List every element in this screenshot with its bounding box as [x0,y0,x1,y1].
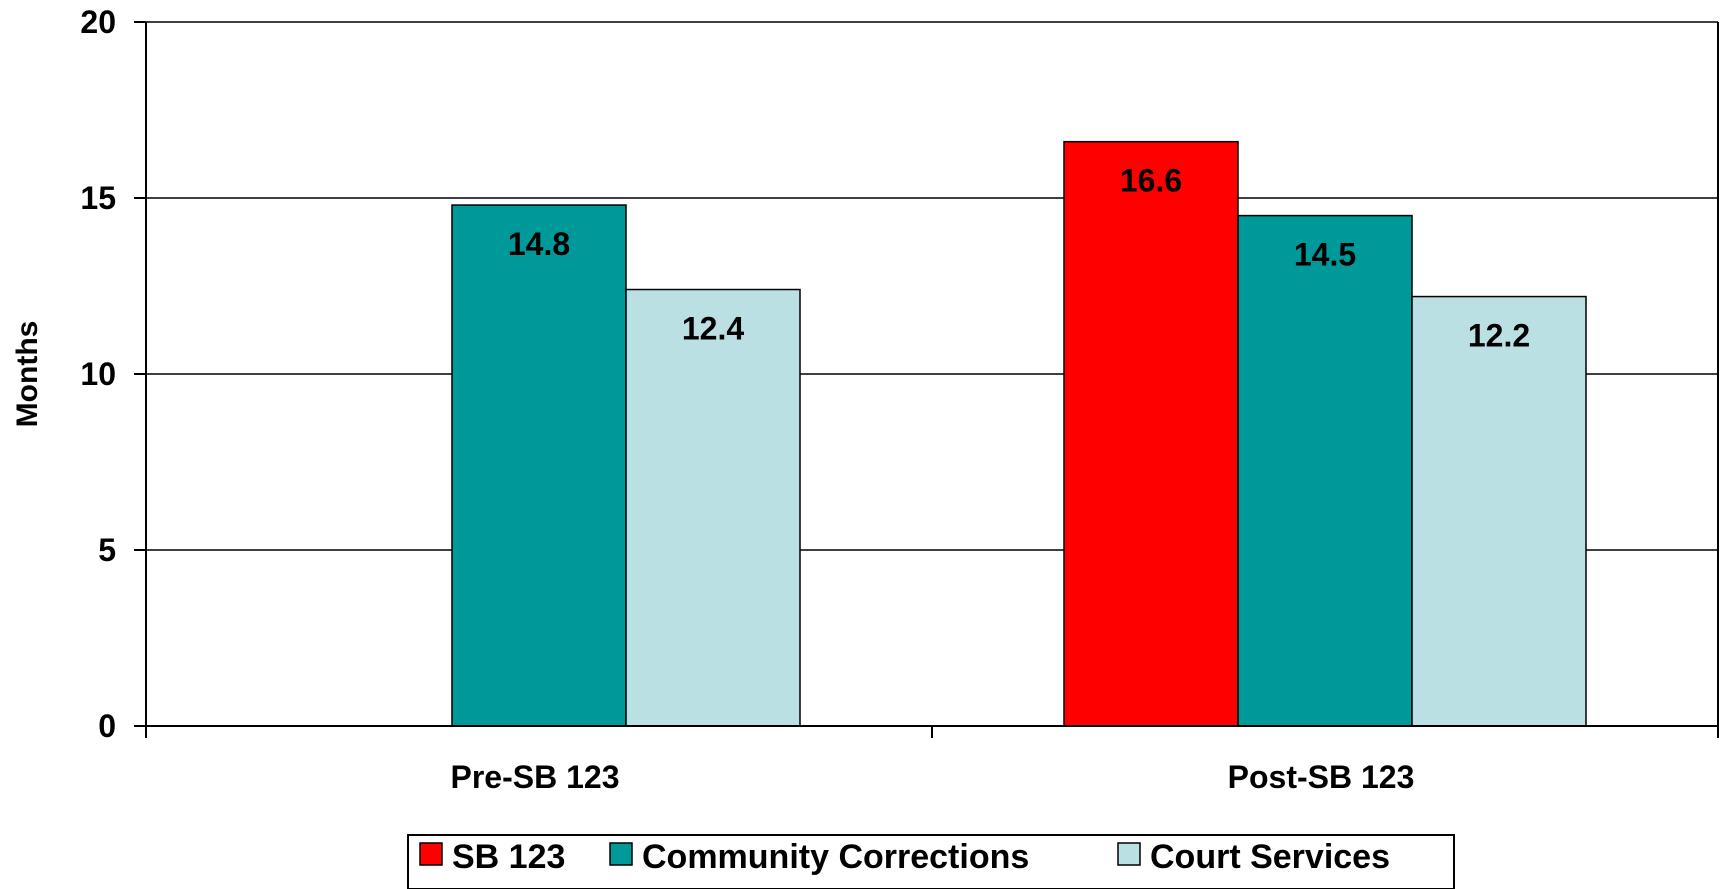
data-label: 14.8 [508,226,570,262]
x-category-label: Pre-SB 123 [451,759,620,795]
bar-court-services-1 [625,288,801,727]
legend-swatch [609,842,633,866]
x-category-labels: Pre-SB 123 Post-SB 123 [451,759,1415,795]
data-label: 12.4 [682,311,744,347]
legend-swatch [1117,842,1141,866]
bar-sb-123-2 [1063,140,1239,727]
y-axis-title: Months [11,321,44,428]
data-label: 16.6 [1120,163,1182,199]
data-label: 12.2 [1468,318,1530,354]
bar-court-services-2 [1411,295,1587,727]
y-tick-labels: 0 5 10 15 20 [80,4,116,744]
legend-box [407,834,1455,889]
axes [134,21,1719,738]
bars [451,140,1587,727]
bar-community-corrections-2 [1237,214,1413,727]
legend-label: SB 123 [452,838,565,876]
data-label: 14.5 [1294,237,1356,273]
y-tick-label: 20 [80,4,116,40]
bar-community-corrections-1 [451,204,627,727]
legend: SB 123 Community Corrections Court Service… [407,834,1455,889]
y-tick-label: 15 [80,180,116,216]
y-tick-label: 0 [98,708,116,744]
legend-label: Court Services [1150,838,1390,876]
data-labels: 14.8 12.4 16.6 14.5 12.2 [508,163,1530,354]
legend-label: Community Corrections [642,838,1029,876]
y-tick-label: 10 [80,356,116,392]
y-tick-label: 5 [98,532,116,568]
x-category-label: Post-SB 123 [1228,759,1415,795]
legend-swatch [419,842,443,866]
